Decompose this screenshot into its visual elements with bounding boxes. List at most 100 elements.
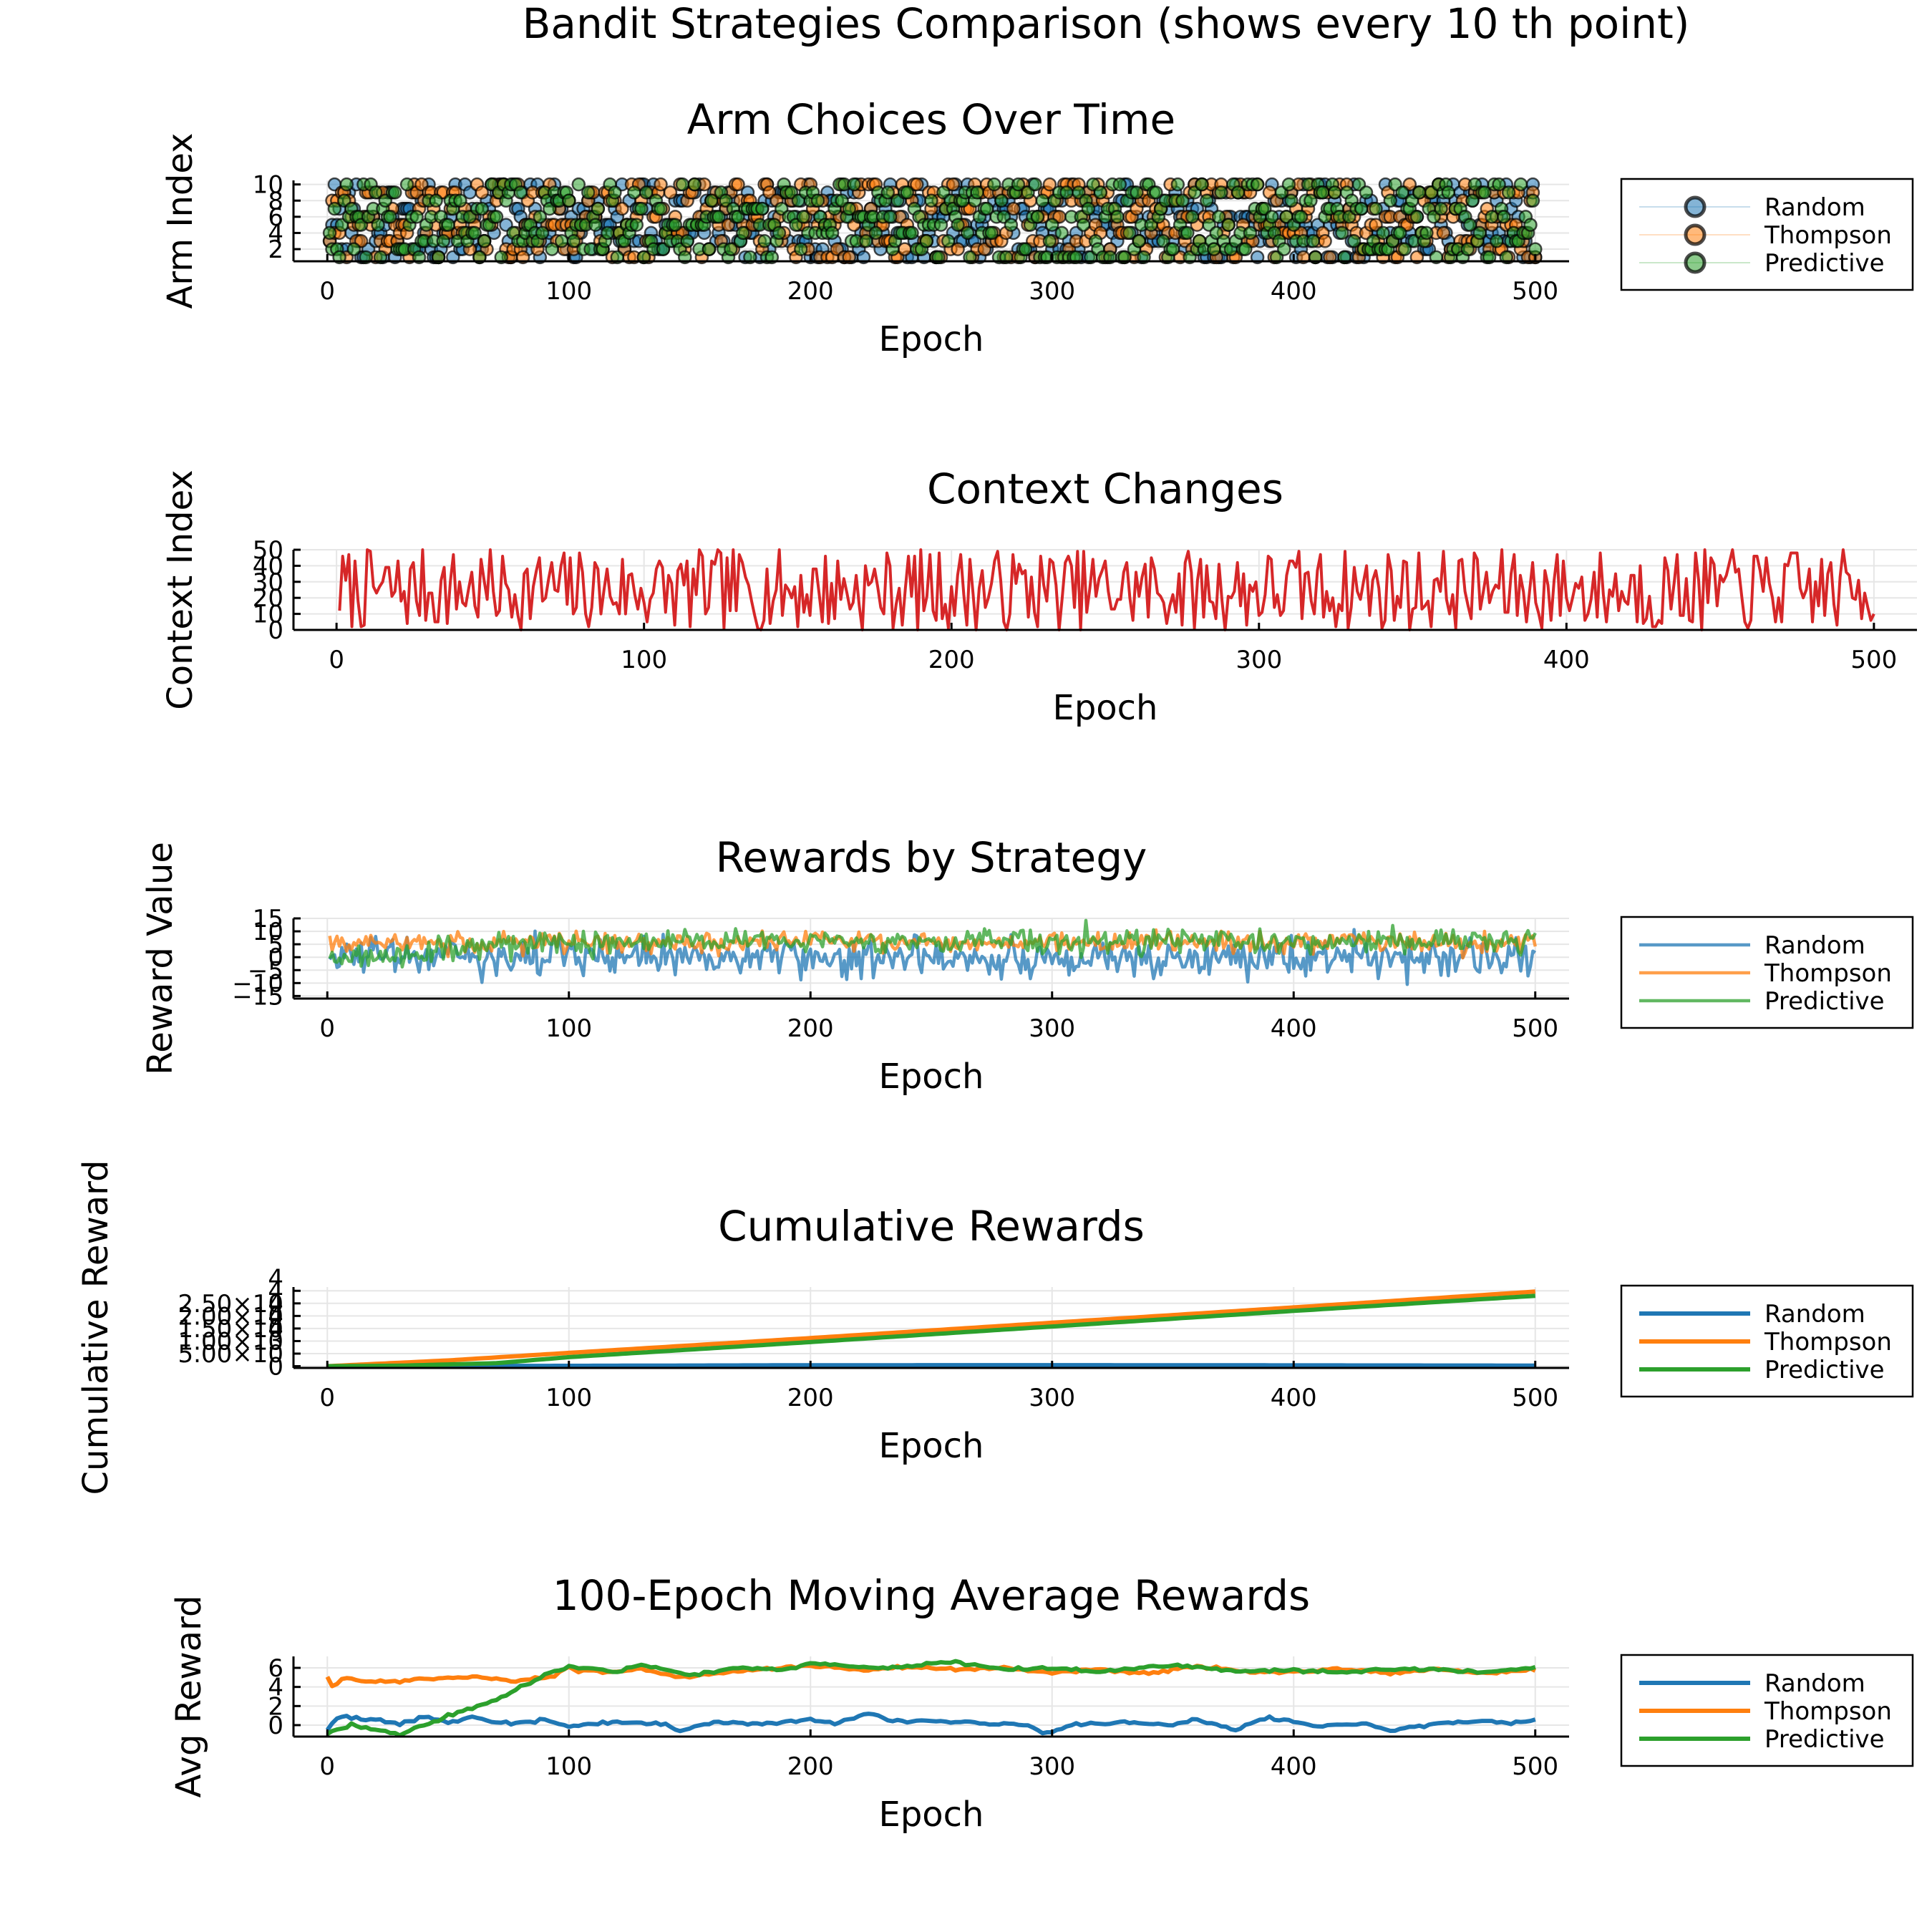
point-predictive xyxy=(475,201,490,216)
x-axis-label: Epoch xyxy=(1053,688,1158,728)
point-predictive xyxy=(1185,210,1200,224)
point-predictive xyxy=(1200,193,1214,208)
y-tick-label: 6 xyxy=(268,1654,283,1683)
y-axis-label: Reward Value xyxy=(140,842,180,1075)
point-predictive xyxy=(1513,177,1528,192)
x-tick-label: 500 xyxy=(1850,646,1897,674)
series-predictive xyxy=(328,918,1537,969)
point-predictive xyxy=(1376,225,1390,241)
point-predictive xyxy=(1412,185,1427,200)
panel-rewards-by-strategy: Rewards by Strategy 0 100 200 300 400 500 15105… xyxy=(140,833,1914,1097)
point-predictive xyxy=(687,177,702,192)
y-tick-label: 1.50×10 xyxy=(178,1315,283,1344)
point-predictive xyxy=(535,225,550,241)
point-predictive xyxy=(581,185,596,200)
point-predictive xyxy=(1238,242,1253,256)
point-predictive xyxy=(1354,201,1369,216)
point-thompson xyxy=(1436,225,1451,241)
point-thompson xyxy=(1318,234,1332,248)
legend-swatch-marker xyxy=(1684,195,1707,218)
x-tick-label: 300 xyxy=(1029,277,1075,306)
figure-title: Bandit Strategies Comparison (shows ever… xyxy=(523,0,1690,48)
y-tick-label: 50 xyxy=(253,536,283,565)
point-predictive xyxy=(1441,185,1456,200)
point-predictive xyxy=(1265,210,1279,224)
point-predictive xyxy=(933,218,948,232)
subplot-title: 100-Epoch Moving Average Rewards xyxy=(553,1571,1310,1620)
x-tick-label: 200 xyxy=(787,277,834,306)
point-predictive xyxy=(1045,218,1059,232)
point-thompson xyxy=(1042,177,1057,192)
y-tick-exponent: 4 xyxy=(268,1314,283,1343)
y-tick-label: 2 xyxy=(268,236,283,264)
point-predictive xyxy=(1180,225,1195,241)
x-tick-label: 0 xyxy=(319,1752,335,1781)
point-predictive xyxy=(1093,185,1108,200)
point-predictive xyxy=(1076,218,1091,232)
point-predictive xyxy=(755,201,770,216)
series-random xyxy=(325,1712,1536,1736)
y-tick-label: 40 xyxy=(253,552,283,581)
legend-label: Predictive xyxy=(1764,987,1885,1016)
point-predictive xyxy=(513,185,528,200)
legend-label: Random xyxy=(1764,1300,1865,1329)
point-thompson xyxy=(615,201,629,216)
point-predictive xyxy=(1327,185,1342,200)
subplot-title: Context Changes xyxy=(927,465,1283,513)
point-predictive xyxy=(1018,242,1033,256)
point-predictive xyxy=(724,242,738,256)
point-predictive xyxy=(1395,185,1409,200)
x-axis-label: Epoch xyxy=(879,319,984,359)
point-predictive xyxy=(951,218,965,232)
y-tick-label: −5 xyxy=(248,956,283,985)
panel-arm-choices: Arm Choices Over Time 0 100 200 300 400 500 246… xyxy=(160,95,1914,359)
x-tick-label: 300 xyxy=(1029,1384,1075,1412)
x-tick-label: 200 xyxy=(787,1014,834,1043)
point-predictive xyxy=(639,185,654,200)
point-predictive xyxy=(757,234,772,248)
point-predictive xyxy=(1460,242,1475,256)
point-predictive xyxy=(994,193,1009,208)
point-predictive xyxy=(1149,185,1163,200)
point-thompson xyxy=(475,185,490,200)
point-predictive xyxy=(919,234,934,248)
point-predictive xyxy=(1054,225,1069,241)
point-predictive xyxy=(566,234,581,248)
legend-label: Predictive xyxy=(1764,249,1885,278)
point-predictive xyxy=(1112,177,1127,192)
point-predictive xyxy=(467,225,482,241)
point-predictive xyxy=(545,242,559,256)
y-tick-label: 0 xyxy=(268,616,283,645)
point-predictive xyxy=(984,225,999,241)
y-tick-label: 2 xyxy=(268,1692,283,1721)
point-predictive xyxy=(322,225,337,241)
point-predictive xyxy=(1170,177,1185,192)
x-tick-label: 300 xyxy=(1236,646,1282,674)
y-tick-exponent: 3 xyxy=(268,1327,283,1356)
legend-label: Predictive xyxy=(1764,1356,1885,1384)
y-tick-exponent: 4 xyxy=(268,1289,283,1318)
point-predictive xyxy=(588,218,603,232)
point-thompson xyxy=(946,177,961,192)
series-predictive xyxy=(326,1659,1536,1738)
x-axis-label: Epoch xyxy=(879,1795,984,1835)
point-predictive xyxy=(794,242,808,256)
x-tick-label: 400 xyxy=(1271,277,1317,306)
series-thompson xyxy=(325,1663,1537,1689)
point-predictive xyxy=(1004,218,1019,232)
y-axis-label: Cumulative Reward xyxy=(76,1160,116,1495)
point-predictive xyxy=(1059,185,1074,200)
x-tick-label: 400 xyxy=(1271,1384,1317,1412)
point-predictive xyxy=(533,210,548,224)
grid-lines xyxy=(293,1287,1569,1368)
x-tick-label: 500 xyxy=(1512,1014,1558,1043)
point-predictive xyxy=(1419,225,1434,241)
legend-box xyxy=(1620,178,1914,291)
y-axis-label: Context Index xyxy=(160,470,200,709)
point-predictive xyxy=(1214,185,1228,200)
point-predictive xyxy=(629,218,644,232)
legend-label: Random xyxy=(1764,193,1865,222)
